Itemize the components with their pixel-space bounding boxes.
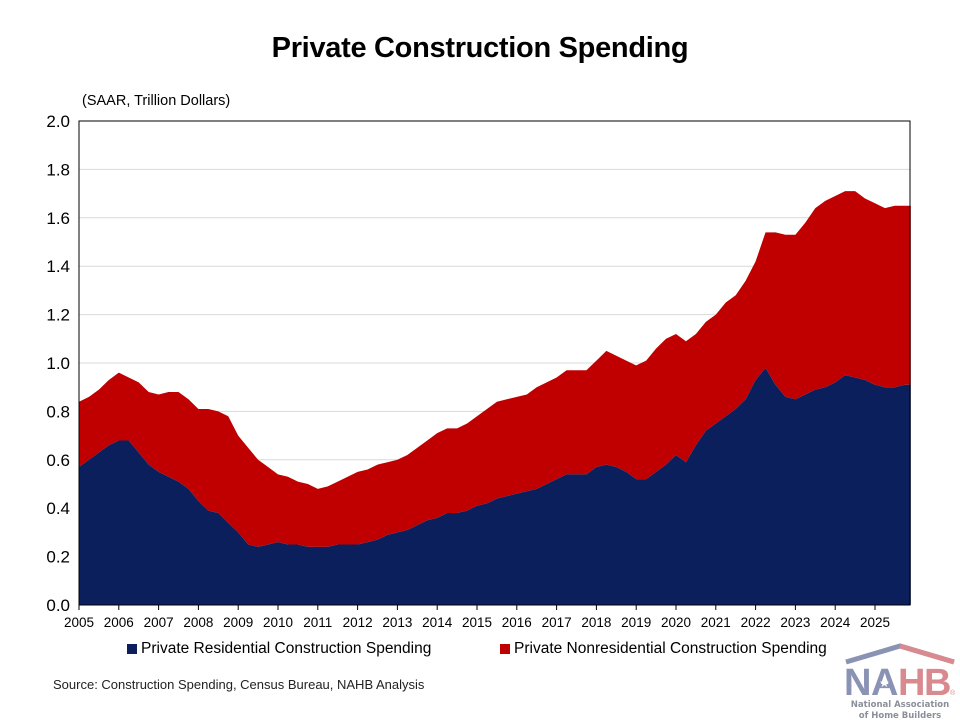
x-tick-label: 2022 [741, 615, 771, 630]
legend-label-nonresidential: Private Nonresidential Construction Spen… [514, 640, 827, 657]
x-tick-label: 2017 [542, 615, 572, 630]
y-tick-label: 1.2 [46, 306, 70, 325]
plot-border [78, 120, 911, 606]
area-series [79, 191, 911, 605]
x-tick-label: 2014 [422, 615, 453, 630]
y-axis-ticks: 0.0 0.2 0.4 0.6 0.8 1.0 1.2 1.4 1.6 1.8 2.0 [46, 112, 70, 615]
area-nonresidential [79, 191, 911, 547]
legend-swatch-nonresidential [500, 644, 510, 654]
x-tick-label: 2019 [621, 615, 651, 630]
area-residential [79, 367, 911, 605]
x-tick-label: 2016 [502, 615, 532, 630]
x-tick-label: 2007 [144, 615, 174, 630]
x-tick-label: 2018 [581, 615, 611, 630]
logo-letter-n: N [844, 662, 871, 704]
x-tick-label: 2010 [263, 615, 293, 630]
logo-roof-right [899, 643, 955, 665]
x-axis-ticks: 2005 2006 2007 2008 2009 2010 2011 2012 2013 2014… [64, 605, 890, 630]
y-tick-label: 1.4 [46, 257, 70, 276]
x-tick-label: 2023 [780, 615, 810, 630]
y-tick-label: 0.8 [46, 402, 70, 421]
x-tick-label: 2006 [104, 615, 134, 630]
logo-line1: National Association [851, 700, 949, 710]
y-tick-label: 0.6 [46, 451, 70, 470]
x-tick-label: 2012 [343, 615, 373, 630]
legend-item-residential: Private Residential Construction Spendin… [127, 640, 431, 658]
plot-frame [78, 120, 911, 606]
y-tick-label: 2.0 [46, 112, 70, 131]
x-tick-label: 2013 [382, 615, 412, 630]
y-tick-label: 0.2 [46, 548, 70, 567]
legend-label-residential: Private Residential Construction Spendin… [141, 640, 432, 657]
logo-letter-a: A [871, 662, 898, 704]
x-tick-label: 2005 [64, 615, 94, 630]
x-tick-label: 2020 [661, 615, 691, 630]
chart-title: Private Construction Spending [271, 32, 689, 64]
y-tick-label: 1.0 [46, 354, 70, 373]
y-tick-label: 0.0 [46, 596, 70, 615]
x-tick-label: 2009 [223, 615, 253, 630]
legend-item-nonresidential: Private Nonresidential Construction Spen… [500, 640, 827, 658]
logo-letter-b: B [924, 662, 951, 704]
legend-swatch-residential [127, 644, 137, 654]
logo-registered-mark: ® [950, 689, 956, 697]
logo-star-icon: ★ [879, 676, 890, 690]
y-tick-label: 1.6 [46, 209, 70, 228]
x-tick-label: 2025 [860, 615, 890, 630]
logo-letter-h: H [898, 662, 925, 704]
logo-line2: of Home Builders [859, 711, 942, 720]
nahb-logo: N A ★ H B ® National Association of Home… [844, 643, 956, 720]
y-tick-label: 1.8 [46, 160, 70, 179]
x-tick-label: 2008 [183, 615, 213, 630]
x-tick-label: 2015 [462, 615, 492, 630]
x-tick-label: 2011 [303, 615, 332, 630]
y-tick-label: 0.4 [46, 499, 70, 518]
x-tick-label: 2024 [820, 615, 851, 630]
y-axis-unit-label: (SAAR, Trillion Dollars) [82, 93, 231, 109]
x-tick-label: 2021 [701, 615, 731, 630]
source-note: Source: Construction Spending, Census Bu… [53, 677, 425, 692]
